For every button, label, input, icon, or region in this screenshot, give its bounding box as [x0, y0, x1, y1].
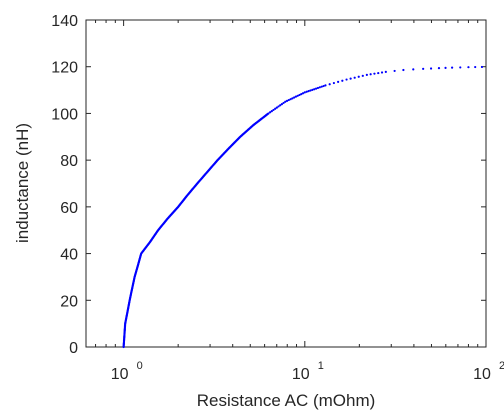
- y-axis-title: inductance (nH): [13, 123, 32, 243]
- x-tick-exponent: 0: [137, 360, 143, 372]
- data-point: [307, 90, 310, 93]
- data-point: [328, 83, 331, 86]
- data-point: [280, 102, 283, 106]
- data-point: [316, 86, 320, 90]
- data-point: [349, 77, 352, 80]
- y-tick-label: 20: [60, 293, 78, 310]
- data-point: [474, 65, 477, 69]
- data-point: [282, 101, 285, 105]
- y-tick-label: 120: [51, 60, 78, 77]
- data-point: [293, 96, 296, 99]
- data-point: [291, 97, 294, 100]
- data-point: [324, 84, 327, 87]
- data-point: [287, 98, 290, 102]
- data-series: [122, 65, 484, 349]
- data-point: [289, 98, 292, 101]
- data-point: [459, 66, 462, 69]
- data-point: [303, 91, 306, 94]
- data-point: [393, 69, 396, 73]
- data-point: [285, 99, 289, 102]
- data-point: [275, 106, 278, 109]
- data-point: [267, 112, 270, 115]
- data-point: [437, 67, 441, 70]
- plot-axes: [85, 19, 487, 348]
- data-point: [294, 95, 298, 98]
- data-point: [365, 73, 368, 76]
- x-tick-label: 10: [473, 366, 491, 383]
- data-point: [300, 93, 303, 96]
- x-tick-label: 10: [292, 366, 310, 383]
- data-point: [305, 90, 308, 93]
- data-point: [412, 68, 415, 71]
- y-tick-label: 80: [60, 153, 78, 170]
- data-point: [345, 78, 348, 81]
- data-point: [296, 94, 299, 97]
- data-point: [284, 100, 287, 103]
- data-point: [270, 109, 273, 113]
- data-point: [314, 87, 318, 90]
- data-point: [337, 80, 340, 83]
- data-point: [480, 65, 484, 69]
- data-point: [309, 89, 312, 92]
- data-point: [384, 70, 387, 73]
- data-point: [272, 108, 275, 112]
- data-point: [467, 66, 470, 69]
- data-point: [318, 86, 321, 89]
- y-tick-label: 60: [60, 200, 78, 217]
- data-point: [422, 67, 425, 70]
- data-point: [373, 72, 376, 75]
- data-point: [274, 107, 277, 110]
- axes-box: [85, 19, 487, 348]
- data-point: [277, 105, 280, 108]
- data-point: [353, 76, 356, 79]
- y-tick-label: 40: [60, 247, 78, 264]
- data-point: [451, 66, 454, 69]
- data-point: [313, 88, 316, 91]
- data-point: [322, 84, 325, 88]
- data-point: [444, 66, 447, 69]
- y-tick-label: 0: [69, 340, 78, 357]
- data-point: [269, 111, 272, 114]
- data-point: [380, 71, 384, 74]
- data-point: [357, 75, 360, 78]
- data-point: [402, 68, 405, 72]
- data-point: [301, 92, 305, 95]
- y-tick-label: 140: [51, 13, 78, 30]
- data-point: [332, 81, 335, 85]
- y-axis: 0 20 40 60 80 100 120 140: [51, 13, 486, 357]
- data-point: [298, 93, 301, 97]
- data-point: [341, 79, 344, 82]
- data-point: [369, 73, 372, 76]
- y-tick-label: 100: [51, 106, 78, 123]
- data-point: [279, 104, 282, 107]
- x-tick-label: 10: [111, 366, 129, 383]
- x-tick-exponent: 1: [318, 360, 324, 372]
- data-point: [311, 88, 314, 91]
- x-tick-exponent: 2: [499, 360, 504, 372]
- data-point: [377, 71, 380, 75]
- x-axis-title: Resistance AC (mOhm): [197, 391, 376, 410]
- data-point: [429, 67, 433, 70]
- data-point: [361, 74, 364, 77]
- data-point: [320, 85, 323, 88]
- x-axis: 10 0 10 1 10 2: [95, 20, 504, 383]
